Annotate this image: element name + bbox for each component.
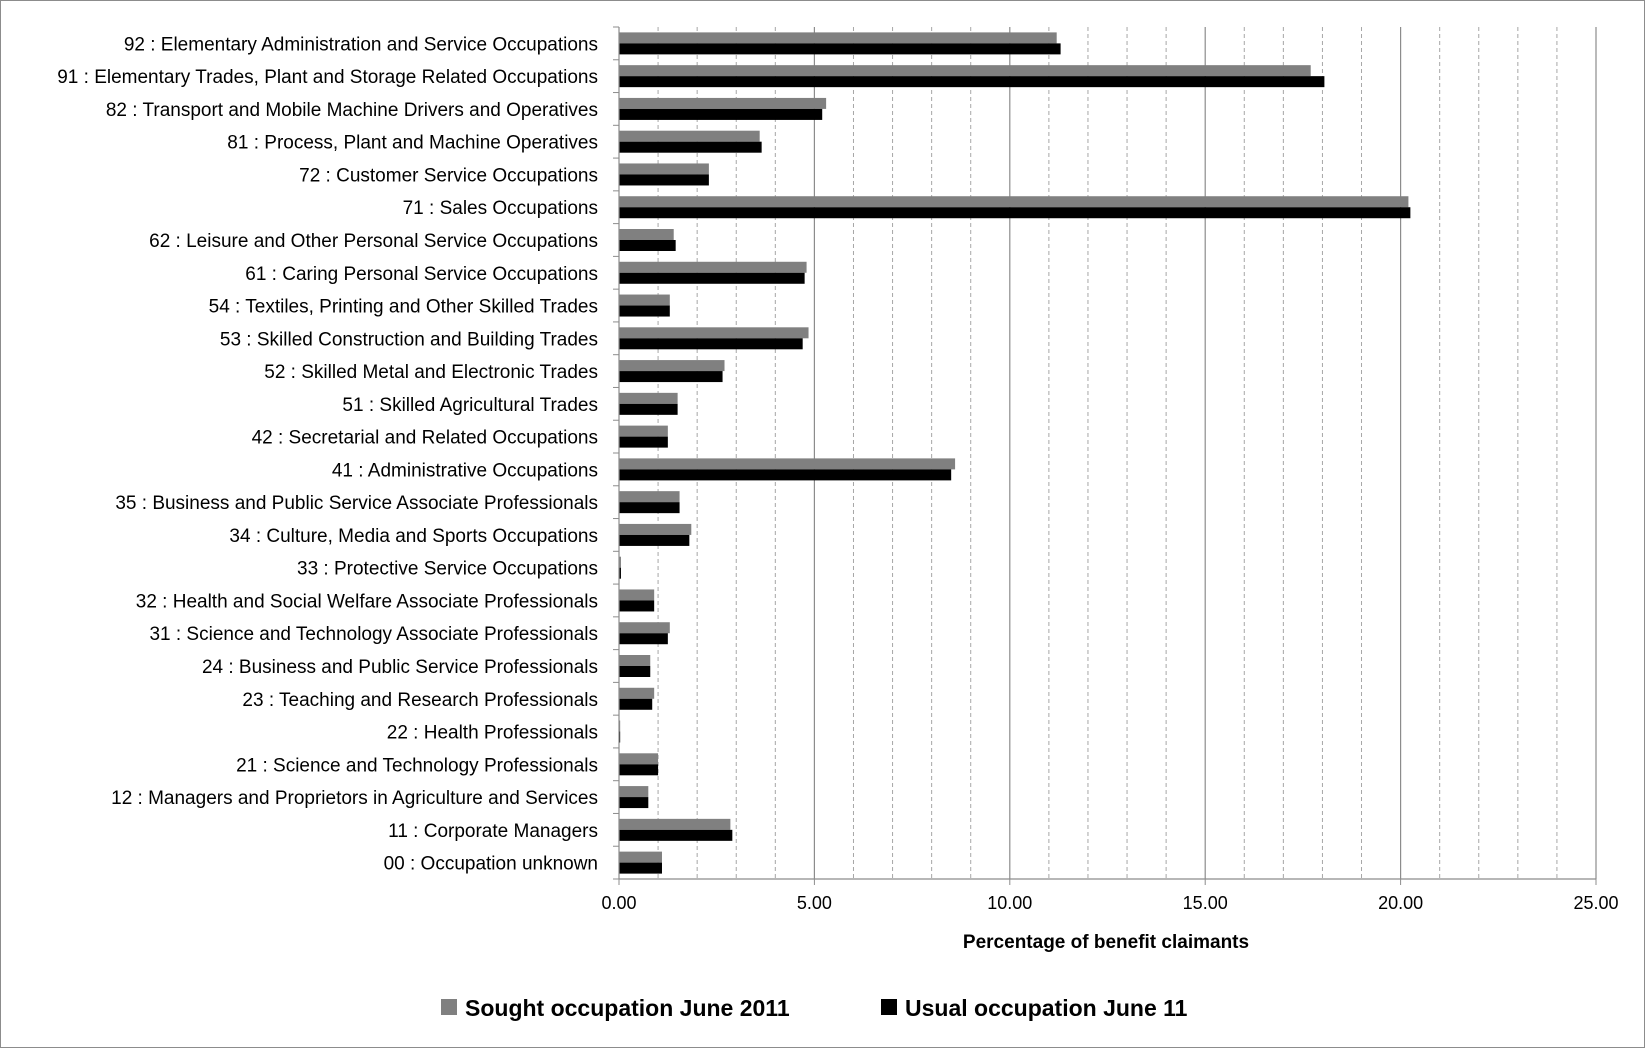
legend-label-sought: Sought occupation June 2011	[465, 995, 790, 1021]
axes	[613, 26, 1597, 885]
bar-usual-11	[619, 403, 678, 415]
bar-sought-16	[619, 556, 621, 568]
category-label: 91 : Elementary Trades, Plant and Storag…	[57, 67, 598, 88]
grid-lines	[657, 27, 1597, 879]
x-tick-label: 25.00	[1573, 893, 1618, 913]
x-axis-title: Percentage of benefit claimants	[963, 932, 1249, 953]
bar-sought-2	[619, 97, 827, 109]
category-labels: 92 : Elementary Administration and Servi…	[57, 34, 598, 874]
bar-usual-17	[619, 600, 655, 612]
bar-sought-22	[619, 753, 659, 765]
category-label: 92 : Elementary Administration and Servi…	[124, 34, 598, 55]
bar-sought-3	[619, 130, 760, 142]
category-label: 24 : Business and Public Service Profess…	[202, 657, 598, 678]
category-label: 12 : Managers and Proprietors in Agricul…	[111, 788, 598, 809]
category-label: 51 : Skilled Agricultural Trades	[342, 395, 598, 416]
bar-usual-23	[619, 797, 649, 809]
category-label: 72 : Customer Service Occupations	[299, 165, 598, 186]
category-label: 35 : Business and Public Service Associa…	[115, 493, 598, 514]
category-label: 61 : Caring Personal Service Occupations	[245, 264, 598, 285]
category-label: 22 : Health Professionals	[387, 723, 598, 744]
bar-usual-8	[619, 305, 670, 317]
bar-sought-4	[619, 163, 709, 175]
bar-usual-6	[619, 240, 676, 251]
bar-usual-2	[619, 108, 823, 120]
bar-usual-16	[619, 567, 621, 579]
bar-sought-13	[619, 458, 956, 470]
bar-usual-18	[619, 633, 668, 645]
bar-usual-4	[619, 174, 709, 186]
category-label: 81 : Process, Plant and Machine Operativ…	[227, 133, 598, 154]
bar-sought-9	[619, 327, 809, 339]
category-label: 42 : Secretarial and Related Occupations	[252, 428, 598, 449]
bar-sought-19	[619, 655, 651, 666]
bar-sought-10	[619, 360, 725, 372]
bar-usual-25	[619, 862, 662, 874]
category-label: 41 : Administrative Occupations	[332, 460, 598, 481]
category-label: 33 : Protective Service Occupations	[297, 559, 598, 580]
bar-usual-20	[619, 698, 653, 710]
x-tick-labels: 0.00 5.00 10.00 15.00 20.00 25.00	[601, 893, 1618, 913]
bar-sought-5	[619, 196, 1409, 208]
bar-usual-3	[619, 141, 762, 153]
bar-usual-13	[619, 469, 952, 481]
bar-sought-20	[619, 687, 655, 699]
bar-usual-1	[619, 76, 1325, 88]
category-label: 21 : Science and Technology Professional…	[236, 755, 598, 776]
bar-sought-11	[619, 392, 678, 404]
bar-sought-17	[619, 589, 655, 601]
x-tick-label: 5.00	[797, 893, 832, 913]
category-label: 23 : Teaching and Research Professionals	[242, 690, 598, 711]
bar-usual-0	[619, 43, 1061, 55]
bar-usual-10	[619, 371, 723, 383]
legend-swatch-sought	[441, 999, 457, 1015]
bar-sought-6	[619, 229, 674, 240]
x-tick-label: 10.00	[987, 893, 1032, 913]
bar-usual-14	[619, 502, 680, 514]
bar-sought-0	[619, 32, 1057, 44]
bar-sought-1	[619, 65, 1311, 77]
bar-sought-8	[619, 294, 670, 306]
category-label: 34 : Culture, Media and Sports Occupatio…	[229, 526, 598, 547]
bar-sought-7	[619, 261, 807, 273]
bar-sought-23	[619, 786, 649, 798]
category-label: 52 : Skilled Metal and Electronic Trades	[264, 362, 598, 383]
category-label: 53 : Skilled Construction and Building T…	[220, 329, 598, 350]
legend-swatch-usual	[881, 999, 897, 1015]
bar-sought-15	[619, 523, 692, 535]
category-label: 82 : Transport and Mobile Machine Driver…	[106, 100, 598, 121]
bar-sought-12	[619, 425, 668, 437]
bar-usual-12	[619, 436, 668, 448]
bar-sought-24	[619, 818, 731, 830]
category-label: 00 : Occupation unknown	[384, 854, 598, 875]
category-label: 31 : Science and Technology Associate Pr…	[149, 624, 598, 645]
bar-usual-19	[619, 666, 651, 677]
x-tick-label: 15.00	[1183, 893, 1228, 913]
category-label: 54 : Textiles, Printing and Other Skille…	[209, 297, 598, 318]
bar-usual-9	[619, 338, 803, 350]
bar-sought-14	[619, 491, 680, 503]
bars	[619, 32, 1411, 874]
bar-usual-7	[619, 272, 805, 284]
category-label: 11 : Corporate Managers	[388, 821, 598, 842]
bar-usual-15	[619, 534, 690, 546]
category-label: 71 : Sales Occupations	[403, 198, 598, 219]
bar-usual-22	[619, 764, 659, 776]
category-label: 62 : Leisure and Other Personal Service …	[149, 231, 598, 252]
legend-label-usual: Usual occupation June 11	[905, 995, 1188, 1021]
x-tick-label: 20.00	[1378, 893, 1423, 913]
bar-usual-24	[619, 829, 733, 841]
bar-usual-5	[619, 207, 1411, 219]
category-label: 32 : Health and Social Welfare Associate…	[136, 591, 598, 612]
bar-sought-18	[619, 622, 670, 634]
x-tick-label: 0.00	[601, 893, 636, 913]
bar-sought-25	[619, 851, 662, 863]
legend: Sought occupation June 2011 Usual occupat…	[441, 995, 1188, 1021]
